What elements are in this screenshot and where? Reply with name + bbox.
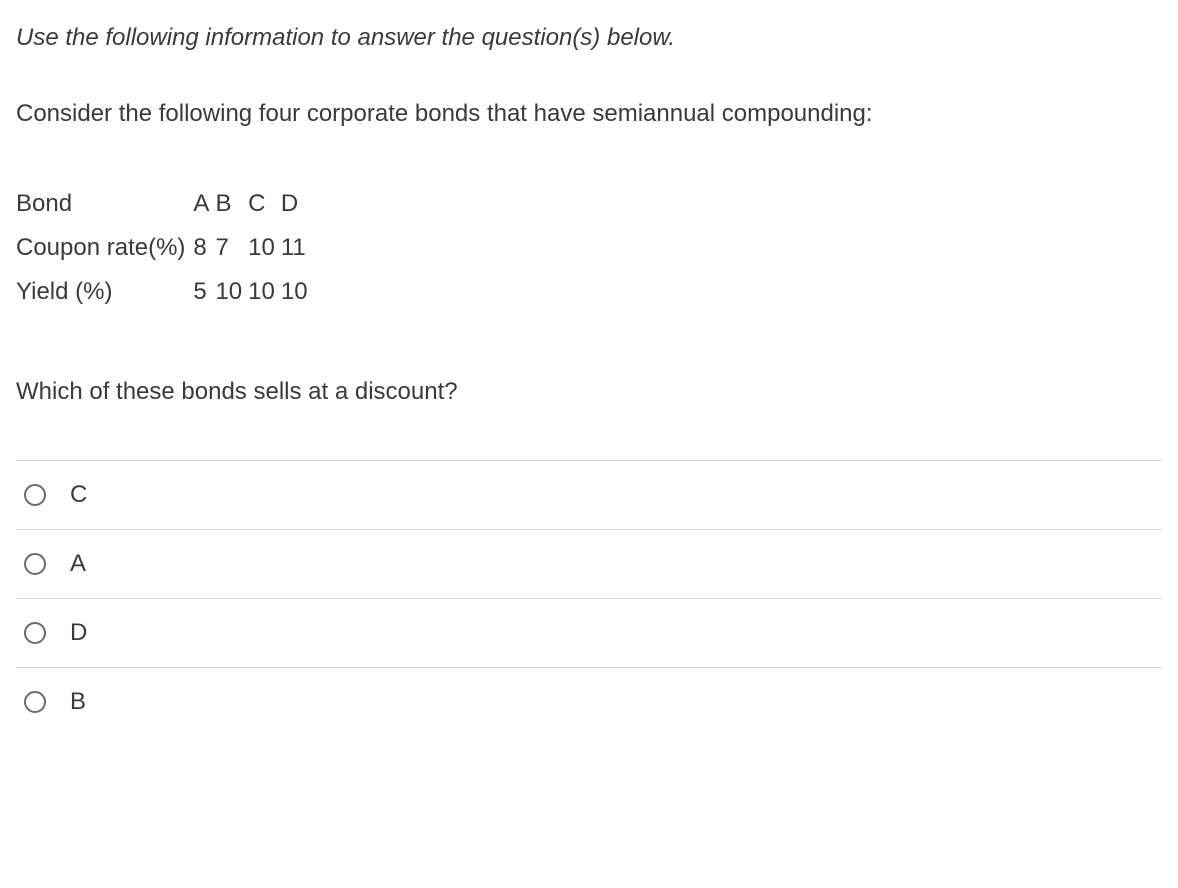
radio-icon <box>24 691 46 713</box>
cell: 10 <box>281 270 314 314</box>
cell: 7 <box>215 226 248 270</box>
bond-table: Bond A B C D Coupon rate(%) 8 7 10 11 Yi… <box>16 182 314 314</box>
radio-icon <box>24 484 46 506</box>
radio-icon <box>24 553 46 575</box>
context-text: Consider the following four corporate bo… <box>16 96 1162 132</box>
cell: 8 <box>193 226 215 270</box>
option-a[interactable]: A <box>16 529 1162 598</box>
table-row: Yield (%) 5 10 10 10 <box>16 270 314 314</box>
instruction-text: Use the following information to answer … <box>16 20 1162 56</box>
row-label: Bond <box>16 182 193 226</box>
option-d[interactable]: D <box>16 598 1162 667</box>
cell: D <box>281 182 314 226</box>
option-b[interactable]: B <box>16 667 1162 736</box>
cell: B <box>215 182 248 226</box>
row-label: Yield (%) <box>16 270 193 314</box>
cell: 5 <box>193 270 215 314</box>
option-label: C <box>70 477 87 513</box>
row-label: Coupon rate(%) <box>16 226 193 270</box>
cell: 10 <box>248 226 281 270</box>
option-label: D <box>70 615 87 651</box>
option-c[interactable]: C <box>16 460 1162 529</box>
table-row: Coupon rate(%) 8 7 10 11 <box>16 226 314 270</box>
option-label: A <box>70 546 86 582</box>
question-text: Which of these bonds sells at a discount… <box>16 374 1162 410</box>
radio-icon <box>24 622 46 644</box>
option-label: B <box>70 684 86 720</box>
cell: 10 <box>215 270 248 314</box>
cell: A <box>193 182 215 226</box>
options-list: C A D B <box>16 460 1162 736</box>
table-row: Bond A B C D <box>16 182 314 226</box>
cell: C <box>248 182 281 226</box>
cell: 10 <box>248 270 281 314</box>
cell: 11 <box>281 226 314 270</box>
